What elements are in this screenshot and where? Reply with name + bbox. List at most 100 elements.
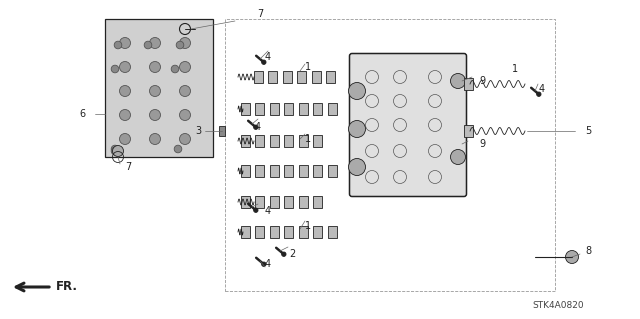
Circle shape: [451, 73, 465, 88]
Bar: [463, 125, 472, 137]
Circle shape: [349, 83, 365, 100]
Bar: [218, 126, 225, 136]
Bar: [298, 226, 307, 238]
Bar: [269, 226, 278, 238]
Bar: [313, 165, 322, 177]
Text: 4: 4: [265, 52, 271, 62]
Bar: [284, 226, 293, 238]
Circle shape: [174, 145, 182, 153]
Circle shape: [451, 150, 465, 165]
Bar: [312, 71, 321, 83]
Bar: [269, 196, 278, 208]
Bar: [298, 135, 307, 147]
Text: FR.: FR.: [56, 280, 78, 293]
Text: 4: 4: [265, 259, 271, 269]
Circle shape: [114, 41, 122, 49]
Circle shape: [172, 65, 179, 73]
Bar: [269, 135, 278, 147]
Circle shape: [120, 62, 131, 72]
Circle shape: [150, 62, 161, 72]
Bar: [241, 226, 250, 238]
Circle shape: [120, 38, 131, 48]
Bar: [298, 103, 307, 115]
Text: 1: 1: [305, 62, 311, 72]
Bar: [255, 226, 264, 238]
Text: 9: 9: [479, 76, 485, 86]
Text: 4: 4: [255, 122, 261, 132]
Circle shape: [253, 125, 258, 130]
Circle shape: [176, 41, 184, 49]
Text: 7: 7: [257, 9, 263, 19]
Text: 7: 7: [125, 162, 131, 172]
Bar: [269, 103, 278, 115]
Text: 2: 2: [289, 249, 295, 259]
Bar: [284, 196, 293, 208]
Bar: [255, 103, 264, 115]
Bar: [313, 135, 322, 147]
Text: 1: 1: [305, 221, 311, 231]
Circle shape: [536, 92, 541, 96]
Circle shape: [349, 159, 365, 175]
Circle shape: [120, 109, 131, 121]
Circle shape: [111, 65, 119, 73]
Circle shape: [349, 121, 365, 137]
Bar: [253, 71, 262, 83]
Circle shape: [179, 85, 191, 97]
Bar: [268, 71, 277, 83]
Circle shape: [262, 262, 266, 266]
Bar: [255, 165, 264, 177]
Bar: [241, 103, 250, 115]
Bar: [463, 78, 472, 90]
Circle shape: [150, 38, 161, 48]
Text: 4: 4: [539, 84, 545, 94]
Text: 1: 1: [305, 134, 311, 144]
Text: 1: 1: [512, 64, 518, 74]
Circle shape: [566, 250, 579, 263]
Circle shape: [144, 41, 152, 49]
Bar: [328, 226, 337, 238]
Bar: [328, 103, 337, 115]
Text: 9: 9: [479, 139, 485, 149]
Circle shape: [150, 109, 161, 121]
Circle shape: [111, 145, 119, 153]
Text: 6: 6: [79, 109, 85, 119]
Bar: [225, 19, 555, 291]
Circle shape: [179, 62, 191, 72]
Circle shape: [120, 133, 131, 145]
Bar: [282, 71, 291, 83]
Bar: [328, 165, 337, 177]
Bar: [313, 103, 322, 115]
Bar: [105, 19, 213, 157]
Circle shape: [179, 109, 191, 121]
Bar: [313, 226, 322, 238]
Bar: [241, 165, 250, 177]
Bar: [298, 165, 307, 177]
Circle shape: [179, 133, 191, 145]
FancyBboxPatch shape: [349, 54, 467, 197]
Bar: [255, 135, 264, 147]
Bar: [284, 103, 293, 115]
Bar: [241, 196, 250, 208]
Circle shape: [111, 147, 119, 155]
Text: 5: 5: [585, 126, 591, 136]
Bar: [313, 196, 322, 208]
Text: 8: 8: [585, 246, 591, 256]
Bar: [269, 165, 278, 177]
Bar: [284, 135, 293, 147]
Bar: [241, 135, 250, 147]
Bar: [297, 71, 306, 83]
Text: STK4A0820: STK4A0820: [532, 300, 584, 309]
Text: 4: 4: [265, 206, 271, 216]
Bar: [326, 71, 335, 83]
Circle shape: [282, 252, 286, 256]
Circle shape: [120, 85, 131, 97]
Bar: [298, 196, 307, 208]
Circle shape: [179, 38, 191, 48]
Circle shape: [262, 60, 266, 64]
Text: 3: 3: [195, 126, 201, 136]
Circle shape: [150, 133, 161, 145]
Circle shape: [150, 85, 161, 97]
Circle shape: [113, 145, 124, 157]
Circle shape: [253, 208, 258, 212]
Bar: [284, 165, 293, 177]
